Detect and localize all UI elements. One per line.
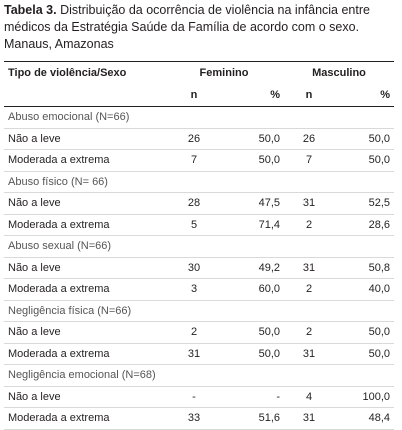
data-row: Não a leve 2 50,0 2 50,0 [4, 321, 394, 344]
section-title: Abuso físico (N= 66) [4, 171, 394, 193]
data-row: Moderada a extrema 3 60,0 2 40,0 [4, 278, 394, 301]
cell: 47,5 [224, 192, 284, 215]
row-label: Não a leve [4, 386, 164, 408]
row-label: Moderada a extrema [4, 214, 164, 236]
subheader-cell: % [334, 84, 394, 107]
cell: 26 [164, 128, 224, 150]
section-row: Abuso emocional (N=66) [4, 106, 394, 129]
cell: 60,0 [224, 278, 284, 301]
table-body: Tipo de violência/Sexo Feminino Masculino n… [4, 62, 394, 430]
cell: 50,0 [334, 149, 394, 172]
data-row: Não a leve 30 49,2 31 50,8 [4, 257, 394, 279]
row-label: Moderada a extrema [4, 278, 164, 301]
cell: 50,0 [224, 149, 284, 172]
cell: 40,0 [334, 278, 394, 301]
cell: 2 [284, 278, 334, 301]
cell: 33 [164, 407, 224, 430]
cell: 3 [164, 278, 224, 301]
caption-label: Tabela 3. [4, 3, 57, 17]
group-header: Masculino [312, 67, 366, 79]
group-header: Feminino [199, 67, 249, 79]
cell: 50,0 [334, 343, 394, 365]
data-row: Não a leve 28 47,5 31 52,5 [4, 192, 394, 215]
data-row: Moderada a extrema 5 71,4 2 28,6 [4, 214, 394, 236]
section-row: Abuso sexual (N=66) [4, 235, 394, 258]
cell: 50,0 [224, 128, 284, 150]
cell: 49,2 [224, 257, 284, 279]
subheader-cell: n [284, 84, 334, 107]
cell: 7 [284, 149, 334, 172]
cell: 31 [284, 257, 334, 279]
cell: 28,6 [334, 214, 394, 236]
section-title: Negligência física (N=66) [4, 300, 394, 322]
section-title: Abuso sexual (N=66) [4, 235, 394, 258]
cell: 51,6 [224, 407, 284, 430]
row-label: Moderada a extrema [4, 343, 164, 365]
data-row: Moderada a extrema 33 51,6 31 48,4 [4, 407, 394, 430]
data-row: Não a leve - -4 100,0 [4, 386, 394, 408]
cell: - [224, 386, 284, 408]
row-label: Moderada a extrema [4, 407, 164, 430]
cell: 2 [284, 321, 334, 344]
row-label: Não a leve [4, 128, 164, 150]
header-cell: Tipo de violência/Sexo [8, 67, 127, 79]
subheader-row: n% n% [4, 84, 394, 107]
cell: 100,0 [334, 386, 394, 408]
section-title: Abuso emocional (N=66) [4, 106, 394, 129]
row-label: Moderada a extrema [4, 149, 164, 172]
cell: 28 [164, 192, 224, 215]
cell: - [164, 386, 224, 408]
cell: 31 [164, 343, 224, 365]
cell: 31 [284, 407, 334, 430]
cell: 30 [164, 257, 224, 279]
cell: 50,0 [224, 321, 284, 344]
subheader-cell: % [224, 84, 284, 107]
section-row: Negligência emocional (N=68) [4, 364, 394, 387]
cell: 52,5 [334, 192, 394, 215]
cell: 50,0 [224, 343, 284, 365]
header-row: Tipo de violência/Sexo Feminino Masculino [4, 62, 394, 85]
cell: 5 [164, 214, 224, 236]
section-row: Negligência física (N=66) [4, 300, 394, 322]
cell: 4 [284, 386, 334, 408]
cell: 50,0 [334, 321, 394, 344]
cell: 31 [284, 343, 334, 365]
cell: 2 [284, 214, 334, 236]
table: Tipo de violência/Sexo Feminino Masculino n… [4, 61, 394, 430]
cell: 48,4 [334, 407, 394, 430]
caption-text: Distribuição da ocorrência de violência … [4, 3, 370, 51]
header-cell [4, 84, 164, 107]
cell: 71,4 [224, 214, 284, 236]
cell: 26 [284, 128, 334, 150]
data-row: Moderada a extrema 31 50,0 31 50,0 [4, 343, 394, 365]
cell: 7 [164, 149, 224, 172]
cell: 31 [284, 192, 334, 215]
section-row: Abuso físico (N= 66) [4, 171, 394, 193]
caption: Tabela 3. Distribuição da ocorrência de … [4, 2, 384, 53]
cell: 50,8 [334, 257, 394, 279]
section-title: Negligência emocional (N=68) [4, 364, 394, 387]
cell: 2 [164, 321, 224, 344]
data-row: Moderada a extrema 7 50,0 7 50,0 [4, 149, 394, 172]
cell: 50,0 [334, 128, 394, 150]
row-label: Não a leve [4, 257, 164, 279]
row-label: Não a leve [4, 321, 164, 344]
data-row: Não a leve 26 50,0 26 50,0 [4, 128, 394, 150]
row-label: Não a leve [4, 192, 164, 215]
subheader-cell: n [164, 84, 224, 107]
